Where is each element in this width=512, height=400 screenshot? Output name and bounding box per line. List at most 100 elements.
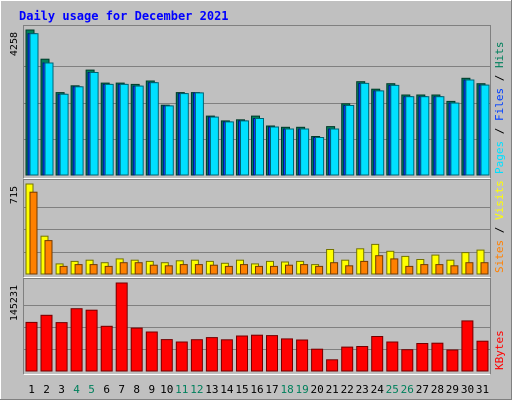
bar-sites-day-4	[74, 264, 83, 275]
x-tick-label-day-16: 16	[250, 383, 263, 396]
x-tick-label-day-25: 25	[386, 383, 399, 396]
bar-sites-day-25	[390, 258, 399, 275]
bar-pages-day-20	[315, 137, 325, 176]
bar-pages-day-13	[209, 116, 219, 176]
bar-sites-day-28	[435, 264, 444, 275]
panel-hits-files-pages: 4258 Pages / Files / Hits	[9, 25, 506, 179]
bar-kbytes-day-2	[40, 314, 53, 372]
x-tick-label-day-7: 7	[118, 383, 125, 396]
x-tick-label-day-26: 26	[401, 383, 414, 396]
x-tick-label-day-12: 12	[190, 383, 203, 396]
bar-pages-day-6	[104, 83, 114, 176]
y-max-label: 4258	[9, 32, 20, 56]
bar-sites-day-21	[330, 262, 339, 275]
x-tick-label-day-29: 29	[446, 383, 459, 396]
bar-sites-day-16	[255, 265, 263, 275]
x-tick-label-day-9: 9	[148, 383, 155, 396]
legend-entry-sites: Sites	[493, 240, 506, 273]
bar-kbytes-day-23	[356, 346, 369, 372]
bar-sites-day-10	[164, 265, 173, 275]
legend-separator: /	[493, 68, 506, 88]
bar-sites-day-14	[224, 265, 233, 275]
bar-kbytes-day-19	[296, 339, 309, 372]
bar-pages-day-15	[240, 120, 249, 176]
bar-kbytes-day-24	[371, 336, 384, 372]
bar-kbytes-day-11	[175, 341, 188, 372]
bar-pages-day-7	[119, 83, 129, 176]
bar-kbytes-day-26	[401, 349, 414, 372]
bar-pages-day-31	[480, 84, 490, 176]
bar-sites-day-24	[375, 255, 384, 275]
bar-kbytes-day-6	[100, 325, 113, 372]
bar-sites-day-31	[480, 262, 489, 275]
bar-kbytes-day-3	[55, 322, 68, 372]
x-tick-label-day-6: 6	[103, 383, 110, 396]
bar-sites-day-8	[134, 262, 143, 275]
bar-sites-day-17	[270, 265, 278, 275]
bar-sites-day-5	[89, 264, 98, 275]
bar-pages-day-28	[435, 96, 445, 176]
x-tick-label-day-13: 13	[205, 383, 218, 396]
bar-sites-day-20	[315, 265, 324, 275]
bar-pages-day-9	[149, 82, 159, 176]
y-max-label: 715	[9, 186, 20, 204]
bar-pages-day-30	[465, 79, 475, 176]
x-tick-label-day-31: 31	[476, 383, 489, 396]
x-tick-label-day-10: 10	[160, 383, 173, 396]
bar-kbytes-day-28	[431, 342, 444, 372]
bar-sites-day-30	[465, 262, 474, 275]
bar-kbytes-day-7	[115, 282, 128, 372]
x-tick-label-day-22: 22	[341, 383, 354, 396]
x-tick-label-day-4: 4	[73, 383, 80, 396]
bar-kbytes-day-1	[25, 321, 38, 372]
bar-kbytes-day-29	[446, 349, 459, 372]
bar-sites-day-22	[345, 265, 354, 275]
bar-sites-day-6	[104, 265, 113, 275]
bar-pages-day-27	[420, 96, 430, 176]
bar-sites-day-12	[194, 264, 203, 275]
bar-kbytes-day-20	[311, 348, 324, 372]
bar-kbytes-day-4	[70, 308, 83, 372]
x-tick-label-day-27: 27	[416, 383, 429, 396]
bar-sites-day-15	[240, 264, 248, 275]
x-tick-label-day-3: 3	[58, 383, 65, 396]
bar-sites-day-29	[450, 265, 459, 275]
x-tick-label-day-20: 20	[310, 383, 323, 396]
bar-sites-day-11	[179, 264, 188, 275]
bar-kbytes-day-21	[326, 359, 339, 372]
x-tick-label-day-23: 23	[356, 383, 369, 396]
bar-kbytes-day-16	[251, 334, 263, 372]
bar-sites-day-26	[405, 265, 414, 275]
legend-entry-files: Files	[493, 88, 506, 121]
bar-sites-day-3	[59, 265, 68, 275]
bar-pages-day-10	[164, 105, 174, 176]
bar-sites-day-2	[44, 240, 53, 275]
x-tick-label-day-1: 1	[28, 383, 35, 396]
legend-entry-kbytes: KBytes	[493, 330, 506, 370]
legend-visits-sites: Sites / Visits	[493, 180, 506, 273]
x-axis-labels: 1 2 3 4 5 6 7 8 9 10 11 12 13 14 15 16 17 18 19 20 21 22 23 24 2…	[28, 383, 489, 396]
bar-pages-day-3	[59, 93, 69, 176]
bar-kbytes-day-9	[145, 331, 158, 372]
legend-entry-hits: Hits	[493, 42, 506, 69]
x-tick-label-day-11: 11	[175, 383, 188, 396]
bar-pages-day-26	[405, 96, 415, 176]
x-tick-label-day-2: 2	[43, 383, 50, 396]
bar-pages-day-12	[194, 92, 204, 176]
bar-kbytes-day-12	[190, 339, 203, 372]
x-tick-label-day-5: 5	[88, 383, 95, 396]
chart-title: Daily usage for December 2021	[19, 9, 229, 23]
bar-sites-day-9	[149, 264, 158, 275]
legend-entry-visits: Visits	[493, 180, 506, 220]
x-tick-label-day-24: 24	[371, 383, 385, 396]
x-tick-label-day-28: 28	[431, 383, 444, 396]
chart-panels: 4258 Pages / Files / Hits 715 Sites / Visit…	[9, 25, 506, 375]
x-tick-label-day-21: 21	[326, 383, 339, 396]
bar-pages-day-1	[29, 33, 39, 176]
bar-pages-day-5	[89, 72, 99, 176]
bar-pages-day-8	[134, 85, 144, 176]
bar-kbytes-day-13	[205, 337, 218, 372]
bar-pages-day-4	[74, 86, 84, 176]
x-tick-label-day-30: 30	[461, 383, 474, 396]
